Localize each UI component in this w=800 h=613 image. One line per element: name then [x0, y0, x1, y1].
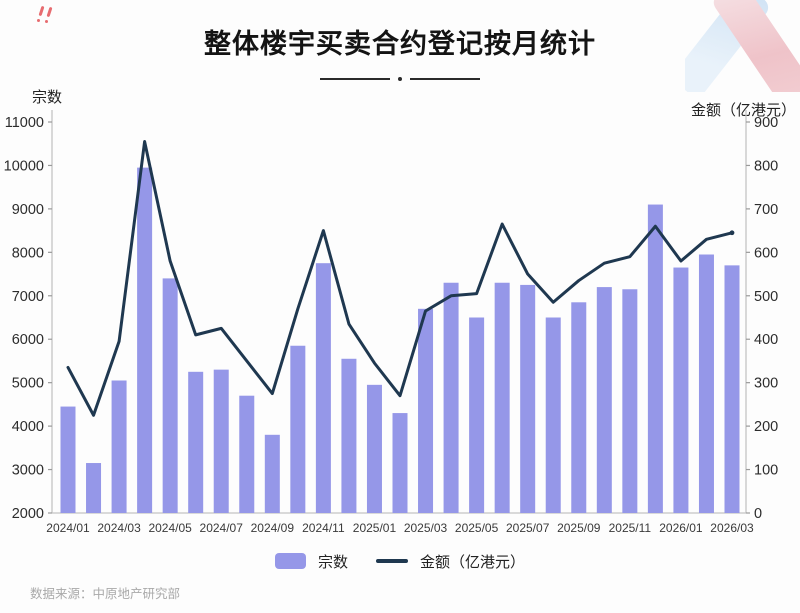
right-tick-label: 300 [754, 376, 778, 392]
bar-2024/05[interactable] [162, 278, 178, 513]
bar-2025/02[interactable] [392, 413, 408, 513]
bar-2025/11[interactable] [622, 289, 638, 513]
x-tick-label: 2025/11 [609, 521, 652, 535]
right-tick-label: 100 [754, 463, 778, 479]
bar-2026/03[interactable] [724, 265, 740, 513]
x-tick-label: 2024/01 [46, 521, 90, 535]
x-tick-label: 2025/07 [506, 521, 550, 535]
bar-2026/01[interactable] [673, 267, 689, 513]
left-tick-label: 7000 [12, 289, 44, 305]
right-tick-label: 200 [754, 419, 778, 435]
left-tick-label: 4000 [12, 419, 44, 435]
left-tick-label: 3000 [12, 463, 44, 479]
bar-2024/09[interactable] [264, 434, 280, 513]
legend-item-bar[interactable]: 宗数 [274, 551, 348, 572]
bar-2024/07[interactable] [213, 369, 229, 513]
x-tick-label: 2024/07 [200, 521, 244, 535]
bar-2024/11[interactable] [315, 263, 331, 513]
bar-2025/07[interactable] [520, 284, 536, 513]
amount-line-endpoint [729, 230, 735, 236]
x-tick-label: 2025/03 [404, 521, 448, 535]
bar-2025/04[interactable] [443, 282, 459, 513]
x-tick-label: 2024/03 [97, 521, 141, 535]
right-tick-label: 700 [754, 202, 778, 218]
bar-2024/02[interactable] [86, 463, 102, 513]
right-tick-label: 500 [754, 289, 778, 305]
bar-2024/06[interactable] [188, 371, 204, 513]
x-tick-label: 2025/01 [353, 521, 397, 535]
x-tick-label: 2025/05 [455, 521, 499, 535]
right-tick-label: 600 [754, 245, 778, 261]
right-tick-label: 0 [754, 506, 762, 522]
bar-2025/03[interactable] [418, 308, 434, 513]
data-source-note: 数据来源：中原地产研究部 [30, 587, 181, 601]
amount-line[interactable] [66, 140, 734, 417]
line-swatch [376, 559, 408, 563]
bar-2025/01[interactable] [366, 384, 382, 513]
bar-2024/01[interactable] [60, 406, 76, 513]
x-tick-label: 2024/05 [148, 521, 192, 535]
left-tick-label: 5000 [12, 376, 44, 392]
x-tick-label: 2024/11 [302, 521, 345, 535]
x-tick-label: 2026/03 [710, 521, 754, 535]
chart-title: 整体楼宇买卖合约登记按月统计 [204, 29, 596, 59]
bar-2025/10[interactable] [596, 287, 612, 513]
bar-2024/12[interactable] [341, 358, 357, 513]
bar-2025/05[interactable] [469, 317, 485, 514]
legend-bar-label: 宗数 [317, 553, 348, 571]
left-tick-label: 9000 [12, 202, 44, 218]
title-divider [320, 77, 480, 81]
bar-2025/09[interactable] [571, 302, 587, 513]
bar-2024/10[interactable] [290, 345, 306, 513]
left-tick-label: 6000 [12, 332, 44, 348]
legend-item-line[interactable]: 金额（亿港元） [376, 551, 525, 572]
right-tick-label: 900 [754, 115, 778, 131]
left-axis-title: 宗数 [32, 89, 63, 106]
right-axis-title: 金额（亿港元） [690, 102, 796, 119]
bar-swatch [274, 553, 306, 569]
bar-2025/06[interactable] [494, 282, 510, 513]
left-tick-label: 10000 [4, 158, 44, 174]
legend-line-label: 金额（亿港元） [420, 553, 526, 571]
legend: 宗数 金额（亿港元） [0, 548, 800, 574]
left-tick-label: 2000 [12, 506, 44, 522]
bar-2026/02[interactable] [698, 254, 714, 513]
x-tick-label: 2025/09 [557, 521, 601, 535]
left-tick-label: 11000 [5, 115, 44, 131]
red-exclamation-icon [36, 5, 58, 26]
bar-2024/08[interactable] [239, 395, 255, 513]
bar-2025/08[interactable] [545, 317, 561, 514]
bar-2024/03[interactable] [111, 380, 127, 513]
bar-2024/04[interactable] [137, 167, 153, 513]
x-tick-label: 2024/09 [251, 521, 295, 535]
right-tick-label: 400 [754, 332, 778, 348]
bar-2025/12[interactable] [647, 204, 663, 514]
x-tick-label: 2026/01 [659, 521, 703, 535]
left-tick-label: 8000 [12, 245, 44, 261]
right-tick-label: 800 [754, 158, 778, 174]
